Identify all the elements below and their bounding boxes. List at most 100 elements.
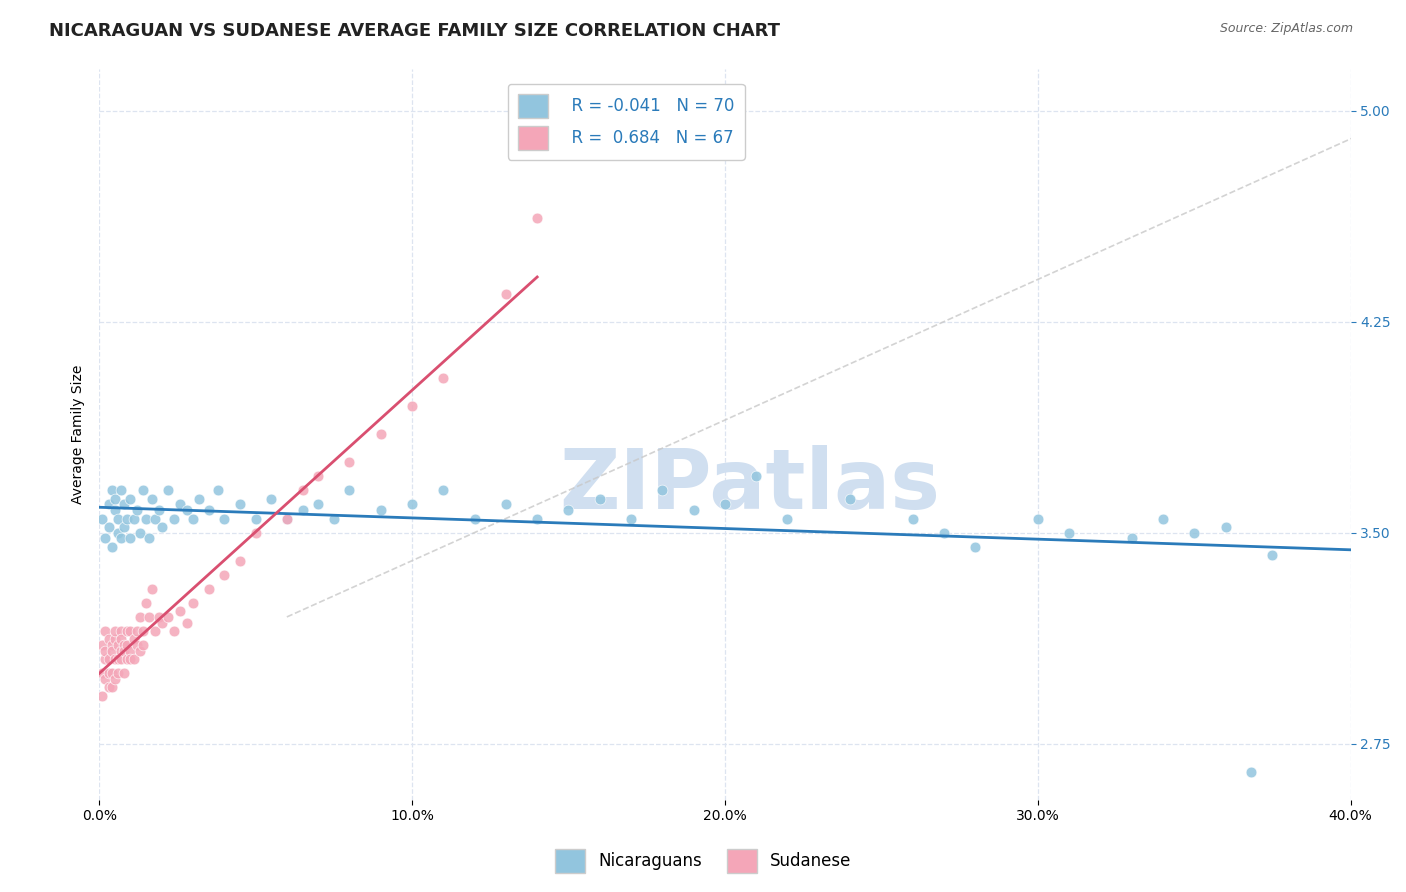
Point [100,666,122,681]
Point [339,483,361,498]
Point [128,525,150,540]
Point [156,483,179,498]
Point [120,624,142,638]
Point [651,483,673,498]
Point [1026,511,1049,525]
Point [107,666,129,681]
Point [169,498,191,512]
Point [169,604,191,618]
Point [132,624,155,638]
Point [132,483,155,498]
Point [307,498,329,512]
Point [91,638,114,652]
Point [122,652,145,666]
Point [97,632,120,647]
Point [291,483,314,498]
Text: ZIPatlas: ZIPatlas [560,445,941,525]
Point [464,511,486,525]
Point [107,638,129,652]
Point [110,632,132,647]
Point [1239,764,1261,779]
Point [148,503,170,517]
Point [163,511,186,525]
Point [117,511,139,525]
Point [141,582,163,596]
Point [776,511,799,525]
Point [229,498,252,512]
Point [112,638,135,652]
Point [965,540,987,554]
Y-axis label: Average Family Size: Average Family Size [72,365,86,504]
Point [112,498,135,512]
Point [97,520,120,534]
Point [104,652,127,666]
Text: NICARAGUAN VS SUDANESE AVERAGE FAMILY SIZE CORRELATION CHART: NICARAGUAN VS SUDANESE AVERAGE FAMILY SI… [49,22,780,40]
Point [135,511,157,525]
Point [100,483,122,498]
Point [100,638,122,652]
Legend:   R = -0.041   N = 70,   R =  0.684   N = 67: R = -0.041 N = 70, R = 0.684 N = 67 [508,84,745,160]
Point [132,638,155,652]
Point [100,540,122,554]
Point [100,680,122,694]
Point [745,469,768,483]
Point [117,652,139,666]
Point [214,511,236,525]
Point [932,525,955,540]
Point [276,511,298,525]
Legend: Nicaraguans, Sudanese: Nicaraguans, Sudanese [548,842,858,880]
Point [1057,525,1080,540]
Point [322,511,344,525]
Point [125,638,148,652]
Point [104,632,127,647]
Point [145,511,167,525]
Text: Source: ZipAtlas.com: Source: ZipAtlas.com [1219,22,1353,36]
Point [495,286,517,301]
Point [150,520,173,534]
Point [120,491,142,506]
Point [117,624,139,638]
Point [260,491,283,506]
Point [97,498,120,512]
Point [339,455,361,469]
Point [1152,511,1174,525]
Point [107,525,129,540]
Point [370,427,392,442]
Point [432,371,454,385]
Point [1261,548,1284,562]
Point [148,610,170,624]
Point [104,624,127,638]
Point [125,503,148,517]
Point [245,525,267,540]
Point [156,610,179,624]
Point [138,531,160,545]
Point [135,596,157,610]
Point [714,498,737,512]
Point [181,596,204,610]
Point [110,643,132,657]
Point [901,511,924,525]
Point [110,483,132,498]
Point [214,567,236,582]
Point [104,503,127,517]
Point [1121,531,1143,545]
Point [97,652,120,666]
Point [207,483,229,498]
Point [125,624,148,638]
Point [526,211,548,225]
Point [291,503,314,517]
Point [188,491,211,506]
Point [176,615,198,630]
Point [122,511,145,525]
Point [112,666,135,681]
Point [120,531,142,545]
Point [94,624,117,638]
Point [117,638,139,652]
Point [94,652,117,666]
Point [307,469,329,483]
Point [104,491,127,506]
Point [150,615,173,630]
Point [112,520,135,534]
Point [557,503,579,517]
Point [276,511,298,525]
